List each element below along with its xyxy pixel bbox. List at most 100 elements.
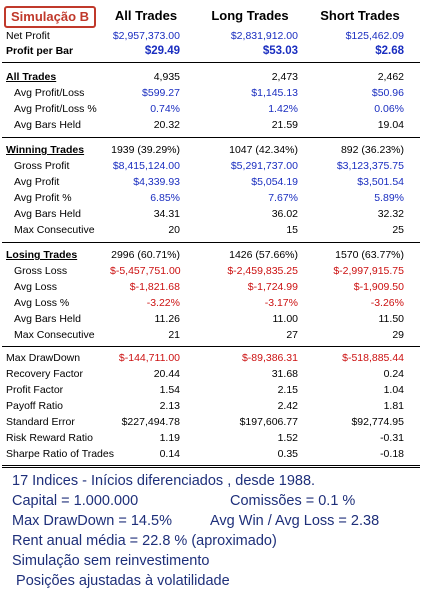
value-all: $4,339.93: [133, 176, 180, 188]
row-label: Avg Bars Held: [14, 119, 81, 131]
row-avg-profit-loss: Avg Profit/Loss $599.27 $1,145.13 $50.96: [0, 85, 422, 101]
value-long: 2.42: [277, 400, 298, 412]
value-short: $2.68: [375, 45, 404, 57]
value-short: $125,462.09: [345, 30, 404, 42]
value-short: 1570 (63.77%): [335, 249, 404, 261]
value-short: -3.26%: [370, 297, 404, 309]
section-title: Winning Trades: [6, 144, 85, 156]
value-long: -3.17%: [264, 297, 298, 309]
col-long-trades: Long Trades: [211, 8, 289, 23]
value-all: -3.22%: [146, 297, 180, 309]
row-avg-loss: Avg Loss $-1,821.68 $-1,724.99 $-1,909.5…: [0, 279, 422, 295]
value-long: 31.68: [271, 368, 298, 380]
value-all: $-1,821.68: [129, 281, 180, 293]
value-short: 29: [392, 329, 404, 341]
value-long: 2.15: [277, 384, 298, 396]
row-label: Sharpe Ratio of Trades: [6, 448, 114, 460]
value-long: $-1,724.99: [247, 281, 298, 293]
value-all: 11.26: [154, 313, 181, 325]
note-capital: Capital = 1.000.000: [12, 493, 139, 509]
value-all: 20.32: [153, 119, 180, 131]
value-long: $2,831,912.00: [230, 30, 298, 42]
divider: [2, 62, 420, 63]
value-short: 5.89%: [374, 192, 404, 204]
row-label: Avg Bars Held: [14, 313, 81, 325]
value-all: $599.27: [142, 87, 180, 99]
row-label: Avg Profit %: [14, 192, 72, 204]
value-all: 0.14: [159, 448, 180, 460]
value-short: 11.50: [378, 313, 405, 325]
value-long: 27: [286, 329, 298, 341]
value-long: $5,054.19: [251, 176, 298, 188]
value-long: 1.42%: [268, 103, 298, 115]
row-label: Max DrawDown: [6, 352, 81, 364]
value-long: 36.02: [271, 208, 298, 220]
value-long: $53.03: [262, 45, 298, 57]
value-all: $2,957,373.00: [112, 30, 180, 42]
row-label: Avg Loss: [14, 281, 57, 293]
row-losing-trades: Losing Trades 2996 (60.71%) 1426 (57.66%…: [0, 247, 422, 263]
row-label: Recovery Factor: [6, 368, 84, 380]
value-all: $8,415,124.00: [112, 160, 180, 172]
value-short: $-1,909.50: [353, 281, 404, 293]
row-label: Gross Profit: [14, 160, 70, 172]
row-label: Avg Bars Held: [14, 208, 81, 220]
value-short: $-518,885.44: [342, 352, 404, 364]
value-all: 20: [168, 224, 180, 236]
value-all: $-5,457,751.00: [110, 265, 181, 277]
row-label: Profit per Bar: [6, 45, 74, 57]
row-sharpe-ratio: Sharpe Ratio of Trades 0.14 0.35 -0.18: [0, 446, 422, 462]
value-long: $-89,386.31: [241, 352, 298, 364]
value-short: 2,462: [377, 71, 404, 83]
row-net-profit: Net Profit $2,957,373.00 $2,831,912.00 $…: [0, 28, 422, 44]
note-no-reinvestment: Simulação sem reinvestimento: [12, 553, 210, 569]
row-label: Max Consecutive: [14, 329, 95, 341]
row-loss-avg-bars: Avg Bars Held 11.26 11.00 11.50: [0, 311, 422, 327]
row-profit-factor: Profit Factor 1.54 2.15 1.04: [0, 382, 422, 398]
row-label: Gross Loss: [14, 265, 68, 277]
row-all-trades: All Trades 4,935 2,473 2,462: [0, 69, 422, 85]
row-label: Max Consecutive: [14, 224, 95, 236]
value-short: 1.81: [383, 400, 404, 412]
col-short-trades: Short Trades: [320, 8, 400, 23]
row-avg-profit: Avg Profit $4,339.93 $5,054.19 $3,501.54: [0, 174, 422, 190]
row-label: Avg Loss %: [14, 297, 70, 309]
value-all: 1.19: [159, 432, 180, 444]
note-volatility-sizing: Posições ajustadas à volatilidade: [12, 573, 230, 589]
value-short: 19.04: [377, 119, 404, 131]
row-win-avg-bars: Avg Bars Held 34.31 36.02 32.32: [0, 206, 422, 222]
row-label: Payoff Ratio: [6, 400, 64, 412]
row-label: Avg Profit/Loss: [14, 87, 85, 99]
divider-double: [2, 465, 420, 468]
value-all: $227,494.78: [121, 416, 180, 428]
value-all: $29.49: [144, 45, 180, 57]
value-short: $50.96: [371, 87, 404, 99]
value-short: 25: [392, 224, 404, 236]
value-all: 6.85%: [150, 192, 180, 204]
value-short: 32.32: [377, 208, 404, 220]
value-short: -0.18: [380, 448, 404, 460]
header-row: Simulação B All Trades Long Trades Short…: [2, 4, 420, 28]
divider: [2, 137, 420, 138]
row-label: Avg Profit: [14, 176, 60, 188]
value-all: 34.31: [153, 208, 180, 220]
row-avg-profit-loss-pct: Avg Profit/Loss % 0.74% 1.42% 0.06%: [0, 101, 422, 117]
value-long: 1047 (42.34%): [229, 144, 298, 156]
row-recovery-factor: Recovery Factor 20.44 31.68 0.24: [0, 366, 422, 382]
row-win-max-consecutive: Max Consecutive 20 15 25: [0, 222, 422, 238]
value-long: 7.67%: [268, 192, 298, 204]
value-all: 0.74%: [150, 103, 180, 115]
value-short: 892 (36.23%): [340, 144, 404, 156]
value-long: 15: [286, 224, 298, 236]
note-annual-return: Rent anual média = 22.8 % (aproximado): [12, 533, 277, 549]
row-max-drawdown: Max DrawDown $-144,711.00 $-89,386.31 $-…: [0, 350, 422, 366]
value-short: 0.06%: [374, 103, 404, 115]
row-label: Net Profit: [6, 30, 50, 42]
note-max-drawdown: Max DrawDown = 14.5%: [12, 513, 172, 529]
value-short: $3,501.54: [357, 176, 404, 188]
row-winning-trades: Winning Trades 1939 (39.29%) 1047 (42.34…: [0, 142, 422, 158]
col-all-trades: All Trades: [114, 8, 178, 23]
value-all: $-144,711.00: [118, 352, 180, 364]
row-avg-loss-pct: Avg Loss % -3.22% -3.17% -3.26%: [0, 295, 422, 311]
